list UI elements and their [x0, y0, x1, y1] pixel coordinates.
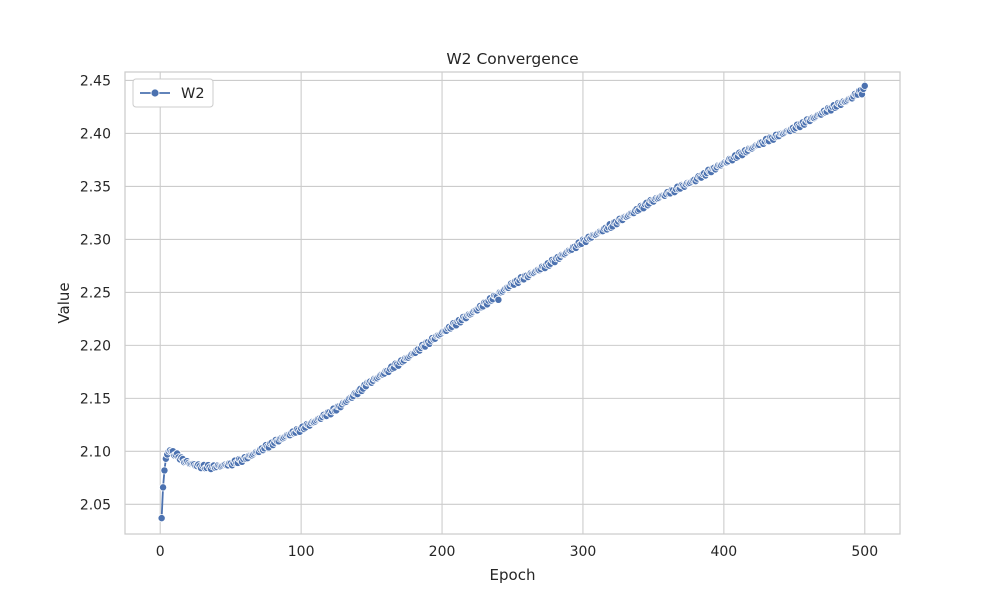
y-tick-label: 2.45 [80, 73, 111, 89]
data-point [860, 81, 869, 90]
x-axis-label: Epoch [490, 566, 536, 584]
chart-title: W2 Convergence [446, 50, 578, 68]
grid [125, 72, 900, 534]
legend: W2 [132, 78, 214, 108]
x-tick-label: 200 [429, 544, 456, 560]
legend-marker [150, 88, 160, 98]
y-tick-label: 2.35 [80, 179, 111, 195]
x-tick-label: 400 [710, 544, 737, 560]
data-point [157, 514, 166, 523]
x-tick-label: 100 [288, 544, 315, 560]
y-tick-label: 2.05 [80, 497, 111, 513]
data-point [160, 466, 169, 475]
y-axis-label: Value [55, 282, 73, 323]
data-point [494, 295, 503, 304]
y-tick-label: 2.40 [80, 126, 111, 142]
x-tick-label: 0 [156, 544, 165, 560]
x-ticks: 0 100 200 300 400 500 [156, 544, 878, 560]
x-tick-label: 500 [851, 544, 878, 560]
x-tick-label: 300 [570, 544, 597, 560]
series-w2 [157, 81, 869, 523]
legend-box [132, 78, 214, 108]
y-tick-label: 2.10 [80, 444, 111, 460]
y-tick-label: 2.15 [80, 391, 111, 407]
data-point [159, 483, 168, 492]
y-tick-label: 2.20 [80, 338, 111, 354]
legend-label-w2: W2 [181, 86, 205, 102]
y-tick-label: 2.30 [80, 232, 111, 248]
y-ticks: 2.05 2.10 2.15 2.20 2.25 2.30 2.35 2.40 2.45 [80, 73, 111, 513]
y-tick-label: 2.25 [80, 285, 111, 301]
